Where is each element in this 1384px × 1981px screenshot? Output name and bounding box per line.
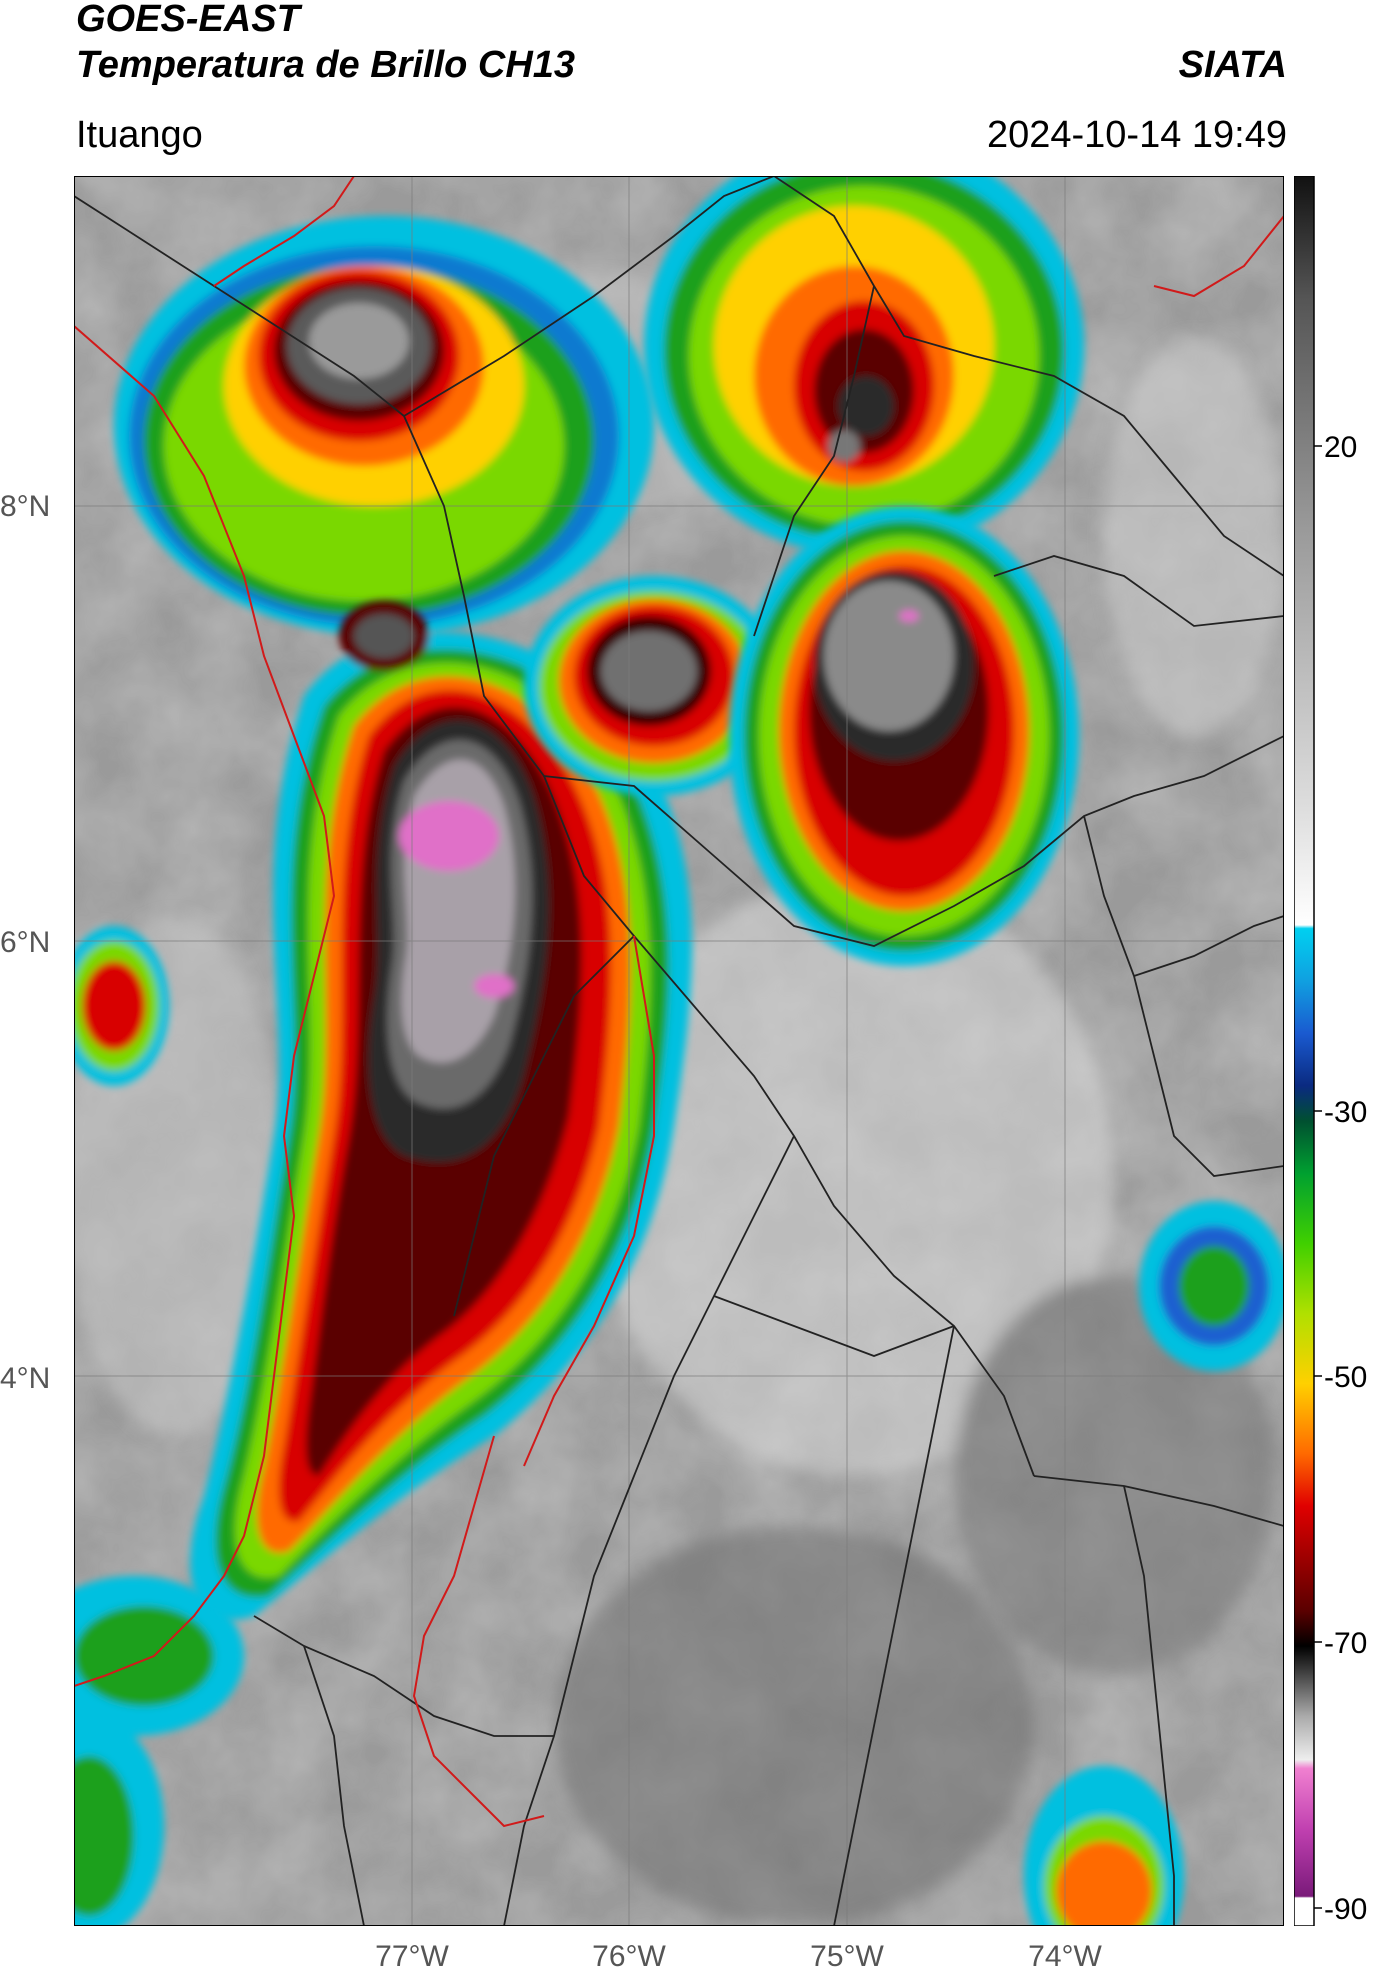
storm-cell-south-east (1024, 1766, 1184, 1926)
colorbar-label-minus70: -70 (1324, 1627, 1367, 1660)
location-label: Ituango (76, 114, 203, 156)
organization-label: SIATA (1178, 44, 1287, 86)
lon-label-74w: 74°W (1028, 1940, 1102, 1973)
chart-title: Temperatura de Brillo CH13 (76, 44, 576, 86)
national-borders (74, 176, 1284, 1828)
lon-label-77w: 77°W (375, 1940, 449, 1973)
storm-cell-east (729, 506, 1079, 966)
storm-cell-north-east (644, 176, 1084, 556)
storm-cell-west-small (74, 926, 169, 1086)
lat-axis: 8°N 6°N 4°N (0, 490, 50, 1395)
lat-label-6n-outer: 6°N (0, 926, 50, 959)
colorbar-label-minus90: -90 (1324, 1893, 1367, 1926)
storm-cell-north-west (114, 216, 654, 636)
storm-cell-east-small (1139, 1201, 1284, 1371)
satellite-map (74, 176, 1284, 1926)
lon-axis: 77°W 76°W 75°W 74°W (375, 1940, 1102, 1973)
colorbar: 20 -30 -50 -70 -90 (1294, 176, 1367, 1926)
storm-cell-central (190, 601, 692, 1620)
gridlines (74, 176, 1284, 1926)
colorbar-label-minus30: -30 (1324, 1096, 1367, 1129)
datetime-label: 2024-10-14 19:49 (986, 114, 1287, 156)
lon-label-75w: 75°W (810, 1940, 884, 1973)
colorbar-label-minus50: -50 (1324, 1361, 1367, 1394)
lon-label-76w: 76°W (592, 1940, 666, 1973)
regional-borders (74, 176, 1284, 1926)
product-title: GOES-EAST (76, 0, 300, 40)
lat-label-4n-outer: 4°N (0, 1362, 50, 1395)
storm-cell-middle (524, 576, 784, 796)
storm-cell-south-west (74, 1576, 244, 1926)
lat-label-8n-outer: 8°N (0, 490, 50, 523)
colorbar-label-20: 20 (1324, 431, 1357, 464)
